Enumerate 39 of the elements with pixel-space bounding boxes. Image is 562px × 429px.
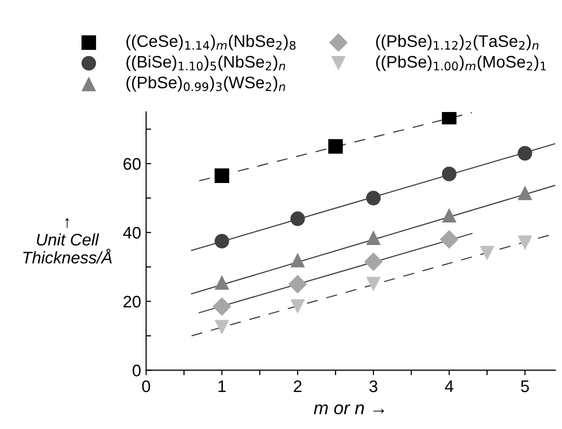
legend-label: ((BiSe)$_{1.10}$)$_{5}$(NbSe$_{2}$)$_{n}$ (126, 55, 286, 71)
point (366, 230, 381, 245)
point (440, 230, 458, 249)
y-tick-label: 0 (132, 364, 141, 376)
x-tick-label: 2 (294, 380, 302, 392)
point (366, 190, 381, 206)
point (442, 208, 456, 223)
point (366, 276, 381, 292)
point (214, 320, 230, 334)
point (214, 234, 230, 248)
x-tick-label: 3 (369, 380, 378, 392)
x-tick-label: 0 (142, 380, 150, 392)
point (480, 246, 494, 260)
legend-label: ((CeSe)$_{1.14}$)$_{m}$(NbSe$_{2}$)$_{8}$ (126, 34, 296, 50)
y-axis-title: ↑ Unit Cell Thickness/Å (23, 218, 112, 264)
point (518, 146, 532, 161)
point (518, 186, 532, 200)
legend-label: ((PbSe)$_{0.99}$)$_{3}$(WSe$_{2}$)$_{n}$ (126, 76, 286, 92)
x-tick-label: 1 (218, 380, 226, 392)
point (290, 299, 305, 314)
point (290, 211, 305, 226)
point (288, 274, 307, 294)
point (364, 252, 383, 272)
x-tick-label: 4 (444, 380, 454, 392)
point (214, 275, 230, 290)
point (214, 168, 230, 183)
point (442, 112, 456, 124)
point (328, 139, 343, 154)
legend-label: ((PbSe)$_{1.00}$)$_{m}$(MoSe$_{2}$)$_{1}$ (376, 55, 546, 71)
legend-label: ((PbSe)$_{1.12}$)$_{2}$(TaSe$_{2}$)$_{n}$ (376, 34, 538, 50)
x-axis-title: m or n → (314, 404, 384, 414)
y-tick-label: 20 (124, 296, 141, 308)
y-tick-label: 40 (123, 226, 141, 239)
point (518, 236, 532, 250)
point (442, 166, 456, 182)
y-tick-label: 60 (124, 158, 141, 170)
point (290, 252, 305, 268)
x-tick-label: 5 (520, 380, 529, 392)
point (212, 297, 232, 316)
